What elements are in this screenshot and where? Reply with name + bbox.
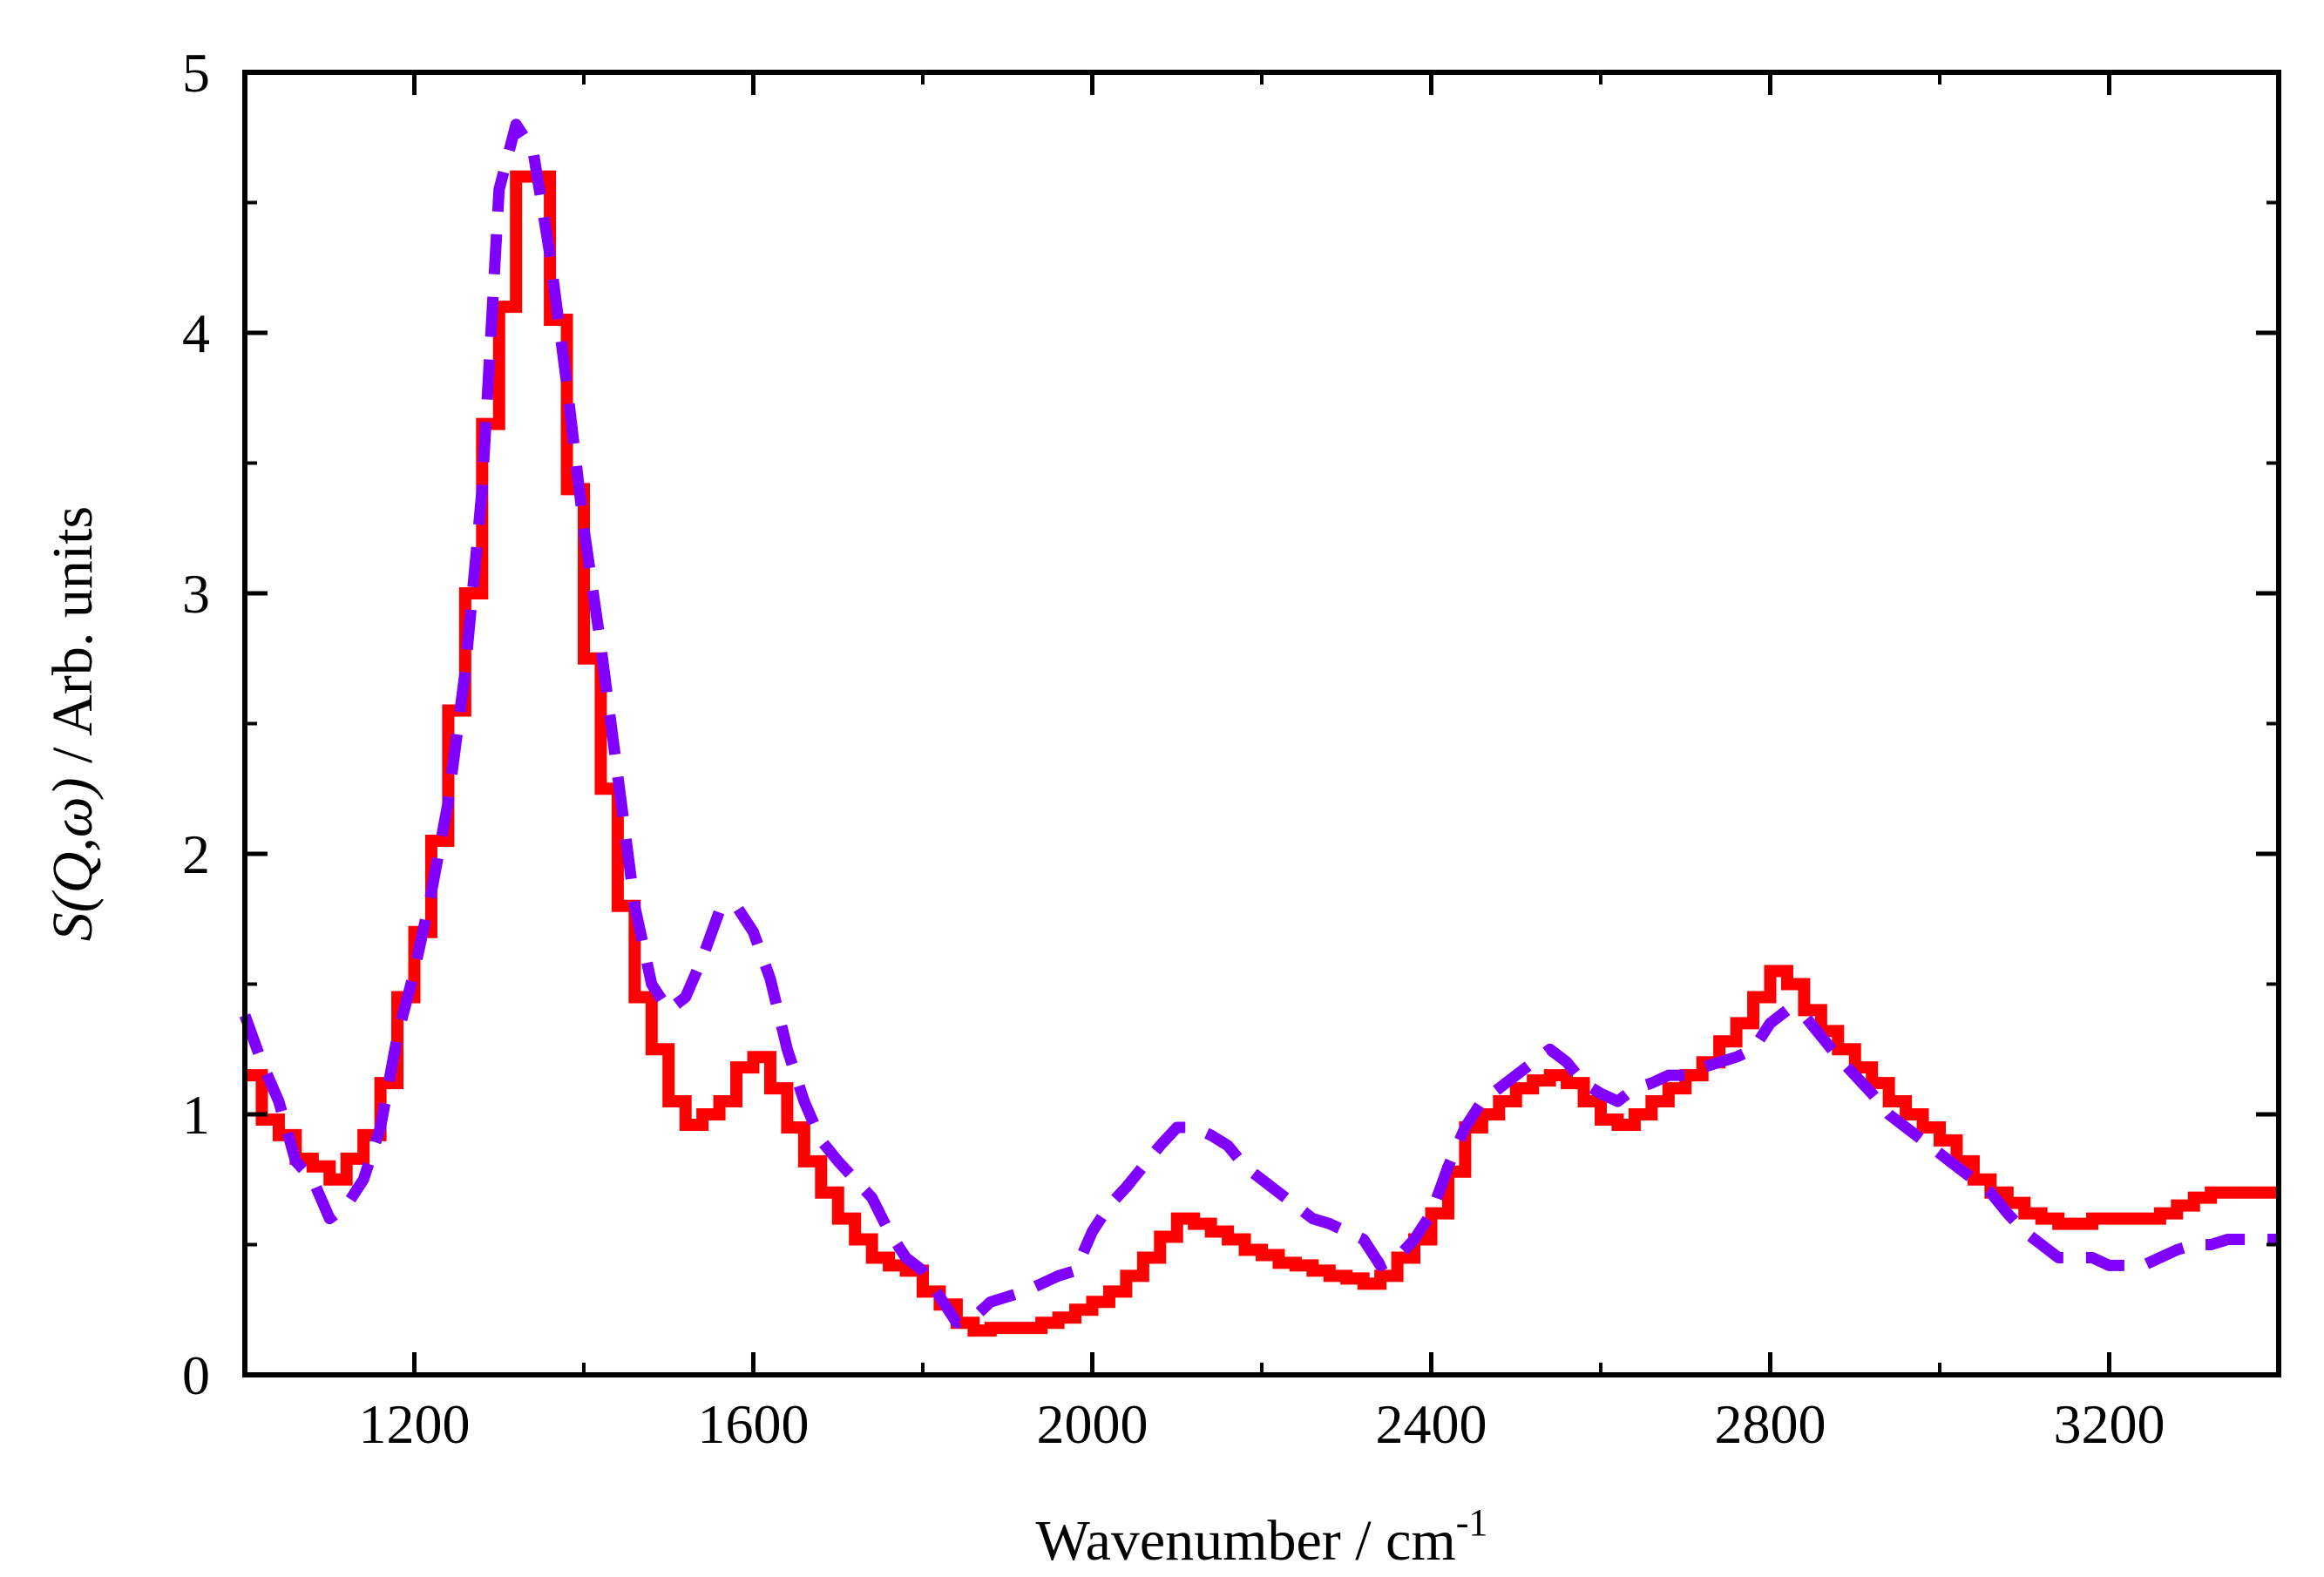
x-tick-label: 1600 <box>698 1393 810 1455</box>
y-axis-title: S(Q,ω) / Arb. units <box>41 506 105 941</box>
x-tick-label: 3200 <box>2054 1393 2165 1455</box>
x-tick-label: 2400 <box>1376 1393 1487 1455</box>
series-line-purple <box>239 118 2279 1329</box>
x-tick-label: 2000 <box>1037 1393 1148 1455</box>
x-tick-label: 2800 <box>1715 1393 1826 1455</box>
y-tick-label: 0 <box>182 1344 210 1406</box>
x-axis-title-main: Wavenumber / cm <box>1036 1509 1456 1573</box>
x-axis-title-superscript: -1 <box>1456 1501 1488 1544</box>
x-tick-label: 1200 <box>359 1393 471 1455</box>
y-axis-title-units: / Arb. units <box>41 506 105 778</box>
x-axis-title: Wavenumber / cm-1 <box>1036 1501 1488 1573</box>
y-tick-label: 1 <box>182 1084 210 1146</box>
y-axis-ticks: 0 1 2 3 4 5 <box>182 42 2279 1406</box>
x-axis-ticks: 1200 1600 2000 2400 2800 3200 <box>243 72 2280 1455</box>
y-tick-label: 4 <box>182 302 210 364</box>
y-axis-title-function: S(Q,ω) <box>41 777 105 941</box>
series-line-red <box>245 170 2279 1337</box>
y-tick-label: 3 <box>182 563 210 625</box>
y-tick-label: 5 <box>182 42 210 104</box>
series-layer <box>239 118 2279 1337</box>
y-tick-label: 2 <box>182 823 210 885</box>
